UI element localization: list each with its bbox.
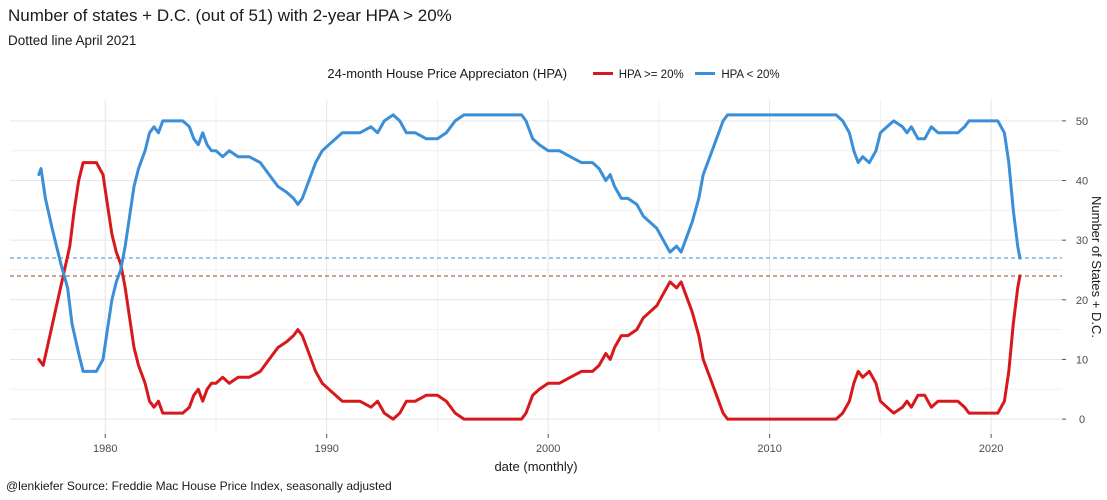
legend-item-hpa-low: HPA < 20% xyxy=(695,69,780,81)
series-line-1 xyxy=(37,113,1022,373)
source-caption: @lenkiefer Source: Freddie Mac House Pri… xyxy=(6,479,392,493)
chart-subtitle: Dotted line April 2021 xyxy=(8,33,137,48)
x-tick-label: 2000 xyxy=(536,443,560,455)
chart-title: Number of states + D.C. (out of 51) with… xyxy=(8,6,452,25)
x-tick-label: 2020 xyxy=(979,443,1003,455)
y-tick-label: 20 xyxy=(1076,295,1088,307)
y-tick-label: 30 xyxy=(1076,235,1088,247)
x-axis-label: date (monthly) xyxy=(494,459,577,474)
x-tick-label: 1990 xyxy=(314,443,338,455)
legend-item-hpa-high: HPA >= 20% xyxy=(592,69,684,81)
x-axis: 1980 1990 2000 2010 2020 xyxy=(93,434,1003,455)
y-axis: 0 10 20 30 40 50 xyxy=(1062,116,1088,426)
reference-lines xyxy=(10,257,1062,277)
x-tick-label: 1980 xyxy=(93,443,117,455)
y-tick-label: 50 xyxy=(1076,116,1088,128)
y-axis-label: Number of States + D.C. xyxy=(1089,196,1104,338)
y-tick-label: 0 xyxy=(1079,414,1085,426)
x-tick-label: 2010 xyxy=(757,443,781,455)
legend-swatch-hpa-low xyxy=(695,72,716,76)
series-line-0 xyxy=(37,161,1022,421)
legend-title: 24-month House Price Appreciaton (HPA) xyxy=(327,66,568,81)
y-tick-label: 40 xyxy=(1076,176,1088,188)
legend: 24-month House Price Appreciaton (HPA) H… xyxy=(0,66,1107,81)
series-lines xyxy=(37,113,1022,421)
legend-label-hpa-high: HPA >= 20% xyxy=(618,69,684,81)
legend-swatch-hpa-high xyxy=(592,72,613,76)
grid-lines xyxy=(10,100,1062,434)
legend-label-hpa-low: HPA < 20% xyxy=(721,69,780,81)
y-tick-label: 10 xyxy=(1076,354,1088,366)
